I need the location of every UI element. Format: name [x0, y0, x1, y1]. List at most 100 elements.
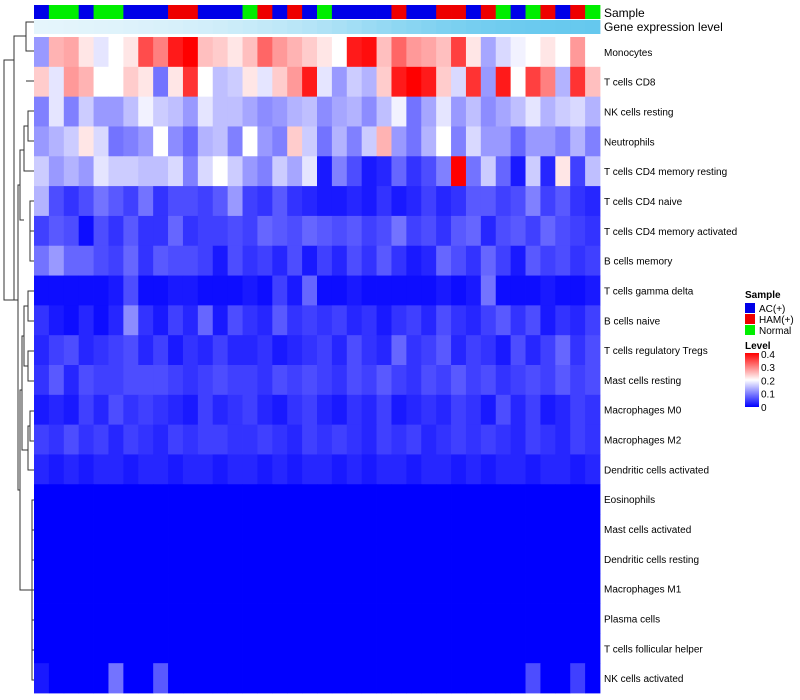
heatmap-cell [48, 603, 65, 634]
heatmap-cell [525, 186, 541, 217]
heatmap-cell [421, 394, 437, 426]
heatmap-cell [361, 484, 377, 515]
heatmap-cell [480, 514, 497, 545]
heatmap-cell [227, 126, 243, 157]
heatmap-cell [540, 215, 556, 247]
sample-annotation-cell [436, 5, 452, 19]
heatmap-cell [451, 215, 467, 247]
heatmap-cell [182, 96, 199, 127]
heatmap-cell [331, 424, 348, 455]
legend-level-title: Level [745, 341, 771, 352]
heatmap-cell [153, 186, 169, 217]
heatmap-cell [138, 484, 154, 515]
heatmap-cell [212, 335, 229, 366]
heatmap-cell [406, 573, 422, 604]
expression-annotation-cell [376, 20, 392, 34]
legend-level-ticks: 0.4 0.3 0.2 0.1 0 [761, 350, 775, 414]
heatmap-cell [242, 186, 258, 217]
heatmap-cell [391, 514, 407, 545]
heatmap-cell [540, 365, 556, 396]
heatmap-cell [227, 603, 243, 634]
heatmap-cell [406, 245, 422, 276]
heatmap-cell [570, 603, 586, 634]
heatmap-cell [361, 424, 377, 455]
sample-annotation-cell [406, 5, 422, 19]
heatmap-cell [361, 633, 377, 664]
heatmap-cell [451, 305, 467, 336]
heatmap-cell [540, 245, 556, 276]
heatmap-cell [465, 424, 482, 455]
heatmap-cell [317, 365, 333, 396]
heatmap-cell [34, 663, 50, 694]
heatmap-cell [510, 365, 526, 396]
heatmap-cell [153, 454, 169, 485]
heatmap-cell [272, 275, 288, 306]
row-label: T cells gamma delta [604, 287, 694, 298]
heatmap-cell [197, 633, 214, 664]
heatmap-cell [585, 305, 601, 336]
heatmap-cell [331, 633, 348, 664]
heatmap-cell [242, 215, 258, 247]
heatmap-cell [227, 424, 243, 455]
heatmap-cell [242, 335, 258, 366]
heatmap-cell [212, 573, 229, 604]
heatmap-cell [540, 186, 556, 217]
heatmap-cell [555, 215, 571, 247]
heatmap-cell [585, 365, 601, 396]
heatmap-cell [465, 66, 482, 98]
dendrogram-branch [3, 59, 14, 301]
heatmap-cell [421, 603, 437, 634]
heatmap-cell [242, 454, 258, 485]
heatmap-cell [585, 603, 601, 634]
sample-annotation-cell [570, 5, 586, 19]
heatmap-cell [153, 394, 169, 426]
heatmap-cell [78, 66, 94, 98]
heatmap-cell [525, 663, 541, 694]
heatmap-cell [302, 543, 318, 575]
heatmap-cell [93, 215, 109, 247]
row-dendrogram [3, 21, 34, 681]
sample-annotation-cell [451, 5, 467, 19]
row-label: B cells memory [604, 257, 672, 268]
heatmap-cell [480, 633, 497, 664]
heatmap-cell [34, 245, 50, 276]
expression-annotation-cell [391, 20, 407, 34]
heatmap-cell [495, 543, 512, 575]
sample-annotation-cell [212, 5, 229, 19]
heatmap-cell [525, 275, 541, 306]
heatmap-cell [436, 66, 452, 98]
heatmap-cell [495, 275, 512, 306]
heatmap-cell [123, 305, 139, 336]
heatmap-cell [168, 365, 184, 396]
heatmap-cell [555, 424, 571, 455]
heatmap-cell [272, 663, 288, 694]
heatmap-cell [555, 573, 571, 604]
heatmap-cell [465, 514, 482, 545]
legend-sample-title: Sample [745, 290, 781, 301]
heatmap-cell [302, 126, 318, 157]
heatmap-cell [63, 275, 80, 306]
heatmap-cell [123, 573, 139, 604]
heatmap-cell [242, 66, 258, 98]
heatmap-cell [376, 514, 392, 545]
heatmap-cell [242, 156, 258, 187]
heatmap-cell [510, 633, 526, 664]
heatmap-cell [421, 66, 437, 98]
heatmap-cell [555, 126, 571, 157]
sample-annotation-cell [182, 5, 199, 19]
heatmap-cell [212, 394, 229, 426]
heatmap-cell [78, 215, 94, 247]
heatmap-cell [346, 305, 363, 336]
heatmap-cell [421, 484, 437, 515]
heatmap-cell [93, 245, 109, 276]
heatmap-cell [436, 454, 452, 485]
heatmap-cell [406, 215, 422, 247]
heatmap-cell [346, 37, 363, 68]
heatmap-cell [63, 365, 80, 396]
heatmap-cell [585, 394, 601, 426]
heatmap-cell [138, 96, 154, 127]
heatmap-cell [480, 37, 497, 68]
heatmap-cell [361, 186, 377, 217]
heatmap-cell [197, 245, 214, 276]
heatmap-cell [555, 663, 571, 694]
